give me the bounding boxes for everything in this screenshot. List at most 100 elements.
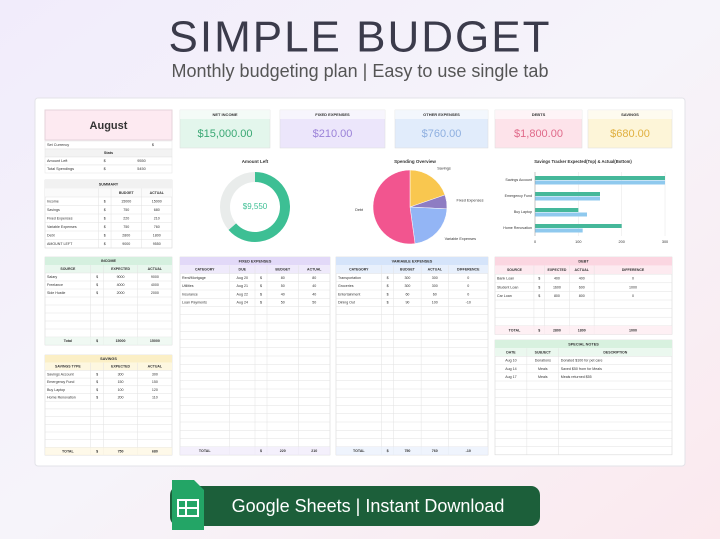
cell: $ [260, 292, 262, 296]
y-tick-label: Buy Laptop [514, 210, 532, 214]
column-header: SOURCE [507, 268, 523, 272]
total-cell: $ [260, 449, 262, 453]
cell: 60 [405, 292, 409, 296]
table-title-bar [45, 180, 172, 189]
cell: 300 [152, 372, 158, 376]
cell: Aug 22 [237, 292, 248, 296]
cell: 110 [152, 396, 158, 400]
cell: AMOUNT LEFT [47, 242, 73, 246]
cell: Aug 14 [505, 367, 516, 371]
column-header: ACTUAL [307, 267, 322, 271]
bar [535, 224, 622, 228]
cell: Total Spendings [47, 167, 74, 171]
cell: $ [104, 199, 106, 203]
total-cell: 680 [152, 449, 158, 453]
column-header: EXPECTED [548, 268, 567, 272]
donut-arc [228, 172, 290, 242]
table-frame [44, 354, 173, 456]
cell: 0 [467, 276, 469, 280]
cell: $ [538, 285, 540, 289]
y-tick-label: Savings Account [505, 178, 532, 182]
month-title: August [90, 120, 128, 132]
column-header: EXPECTED [111, 365, 130, 369]
chart-title: Spending Overview [394, 159, 436, 164]
cell: $ [152, 143, 155, 147]
table-title: FIXED EXPENSES [239, 259, 272, 263]
card-label: FIXED EXPENSES [315, 112, 350, 117]
card-label-bar [280, 110, 385, 119]
cell: Loan Payments [182, 301, 207, 305]
cell: $ [387, 284, 389, 288]
table-title: INCOME [101, 259, 117, 263]
cell: 0 [632, 277, 634, 281]
table-title-bar [336, 257, 488, 266]
cell: 1800 [153, 233, 161, 237]
cell: 120 [152, 388, 158, 392]
card-label: DEBTS [532, 112, 546, 117]
cell: Car Loan [497, 294, 512, 298]
cell: Meals returned $55 [561, 375, 592, 379]
cell: $ [96, 396, 98, 400]
cell: Entertainment [338, 292, 360, 296]
cell: 2000 [151, 291, 159, 295]
cell: Donations [535, 359, 551, 363]
donut-label: $9,550 [243, 202, 268, 211]
bar [535, 212, 587, 217]
cell: $ [260, 276, 262, 280]
cell: Meals [538, 367, 548, 371]
table-title-bar [45, 257, 172, 265]
table-header [336, 265, 488, 274]
total-cell: 1800 [578, 328, 586, 332]
total-cell: TOTAL [62, 449, 74, 453]
cell: $ [260, 301, 262, 305]
total-cell: $ [387, 449, 389, 453]
cell: Savings [47, 208, 60, 212]
table-header [495, 265, 672, 275]
cell: -10 [466, 301, 471, 305]
cell: Aug 20 [237, 276, 248, 280]
cell: 800 [554, 294, 560, 298]
cell: Aug 21 [237, 284, 248, 288]
cell: $ [104, 208, 106, 212]
cell: $ [104, 216, 106, 220]
card-value: $760.00 [422, 128, 462, 140]
cell: 40 [281, 292, 285, 296]
cell: Aug 24 [237, 301, 248, 305]
cell: Buy Laptop [47, 388, 65, 392]
column-header: SOURCE [60, 267, 76, 271]
cell: 4000 [151, 283, 159, 287]
cell: 9550 [137, 159, 145, 163]
x-tick-label: 200 [618, 240, 624, 244]
cell: 200 [118, 396, 124, 400]
card-value: $210.00 [313, 128, 353, 140]
column-header: DIFFERENCE [622, 268, 645, 272]
card-value: $1,800.00 [514, 128, 563, 140]
cell: Debt [47, 233, 55, 237]
cell: Side Hustle [47, 291, 65, 295]
cell: 2800 [122, 233, 130, 237]
table-title-bar [495, 340, 672, 349]
table-title-bar [45, 355, 172, 363]
cell: Savings Account [47, 372, 74, 376]
cell: Fixed Expenses [47, 216, 73, 220]
download-button[interactable] [170, 486, 540, 526]
cell: 9000 [122, 242, 130, 246]
table-title-bar [495, 257, 672, 266]
cell: 600 [579, 285, 585, 289]
total-cell: TOTAL [199, 449, 211, 453]
column-header: BUDGET [119, 191, 135, 195]
total-cell: 210 [311, 449, 317, 453]
cell: Freelance [47, 283, 63, 287]
cell: 400 [554, 277, 560, 281]
card-label-bar [395, 110, 488, 119]
cell: 680 [154, 208, 160, 212]
cell: 300 [404, 284, 410, 288]
cell: 40 [312, 284, 316, 288]
cell: Amount Left [47, 159, 68, 163]
cell: 0 [632, 294, 634, 298]
card-label-bar [588, 110, 672, 119]
pie-label: Variable Expenses [445, 237, 476, 241]
cell: $ [96, 283, 98, 287]
pie-label: Debt [355, 208, 364, 212]
total-cell: 220 [280, 449, 286, 453]
